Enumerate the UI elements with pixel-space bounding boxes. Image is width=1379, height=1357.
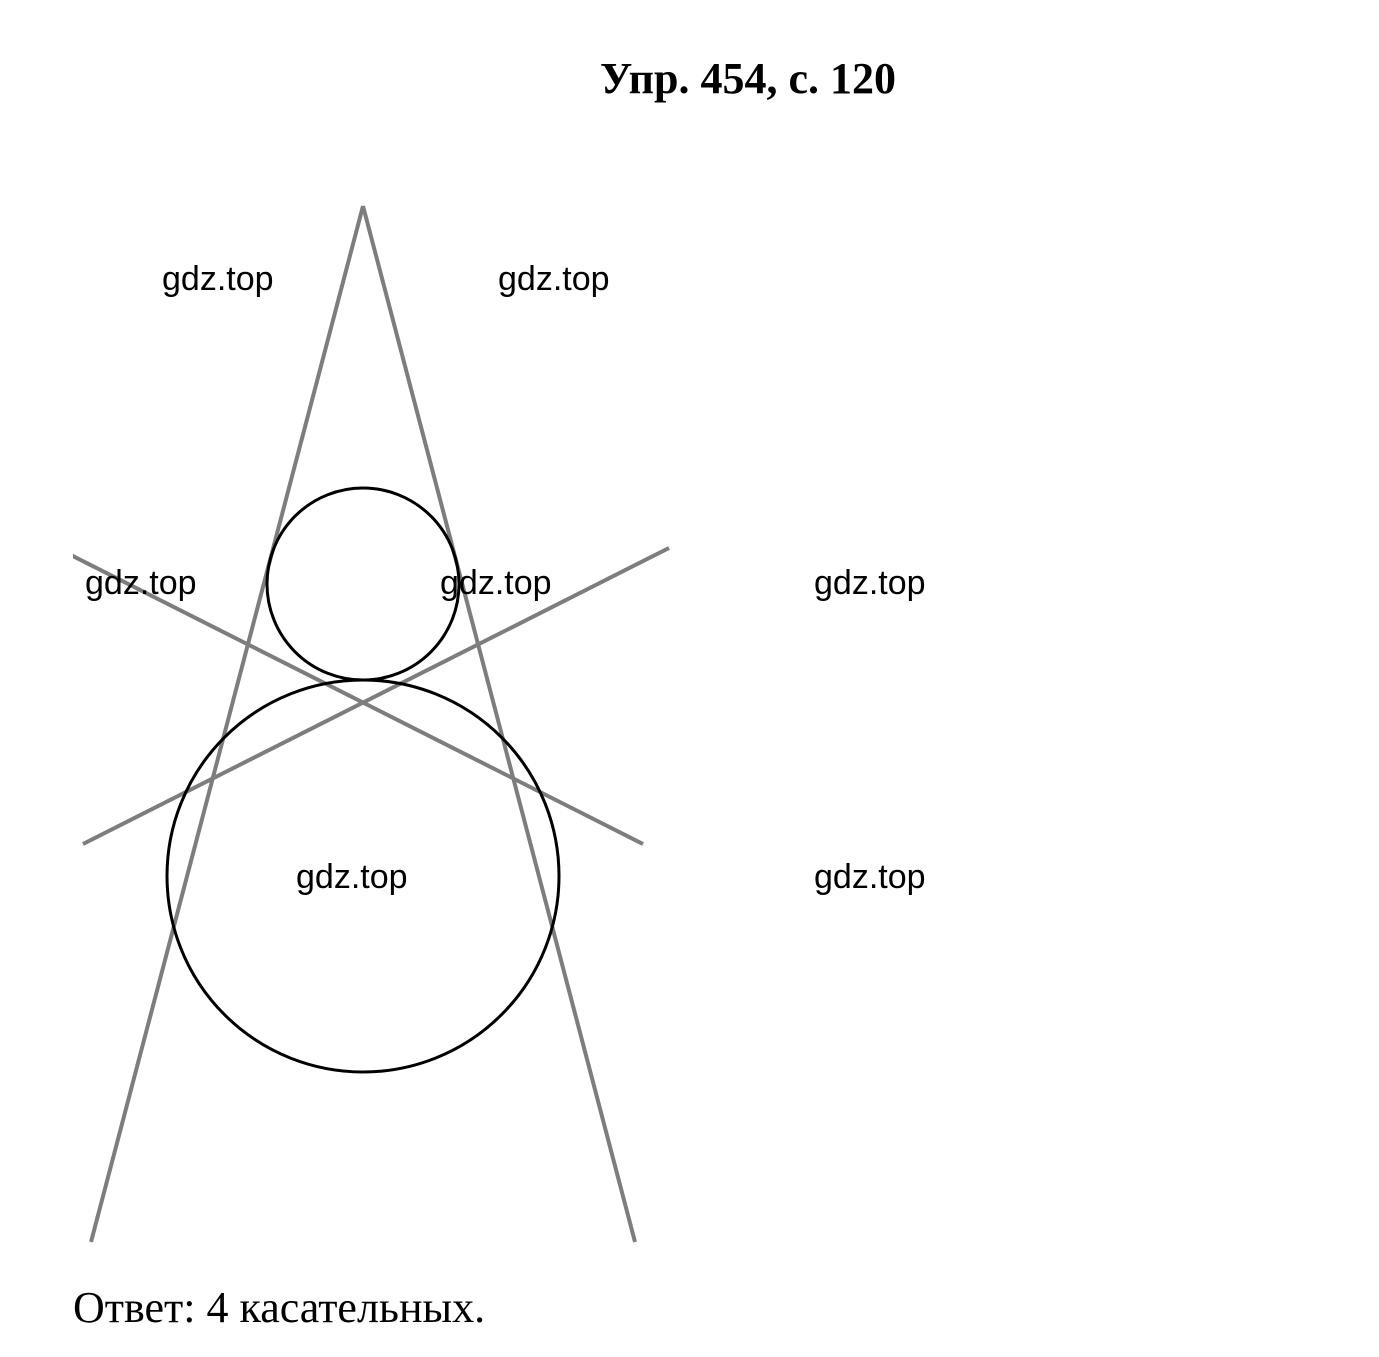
- geometry-diagram: [73, 180, 1273, 1260]
- watermark: gdz.top: [440, 564, 552, 603]
- watermark: gdz.top: [498, 260, 610, 299]
- watermark: gdz.top: [162, 260, 274, 299]
- watermark: gdz.top: [85, 564, 197, 603]
- answer-text: Ответ: 4 касательных.: [73, 1282, 485, 1333]
- watermark: gdz.top: [296, 858, 408, 897]
- page-title: Упр. 454, с. 120: [600, 53, 896, 104]
- small-circle: [267, 488, 459, 680]
- watermark: gdz.top: [814, 858, 926, 897]
- watermark: gdz.top: [814, 564, 926, 603]
